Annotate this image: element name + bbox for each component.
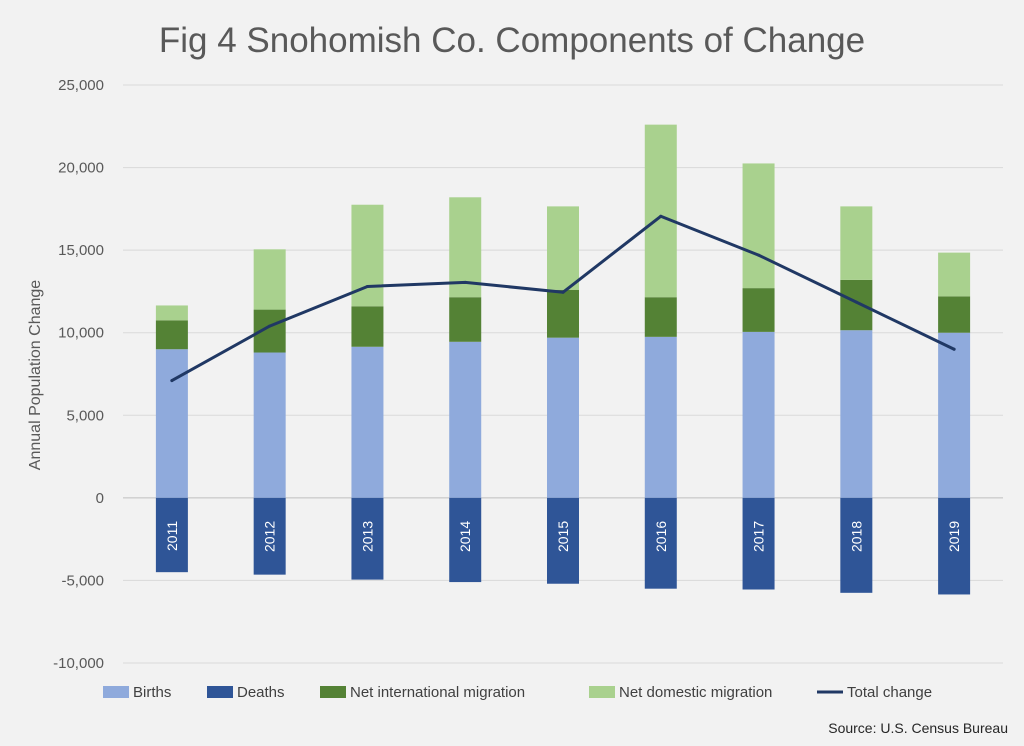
- point-total-change-2014: [463, 280, 467, 284]
- bar-births-2016: [644, 336, 677, 498]
- bar-net-domestic-migration-2018: [840, 206, 873, 280]
- category-label-2013: 2013: [359, 521, 375, 552]
- category-label-2014: 2014: [457, 521, 473, 552]
- bar-births-2015: [547, 337, 579, 498]
- point-total-change-2016: [659, 214, 663, 218]
- category-label-2017: 2017: [751, 521, 767, 552]
- bar-deaths-2015: [547, 497, 579, 584]
- category-label-2015: 2015: [555, 521, 571, 552]
- point-total-change-2015: [561, 290, 565, 294]
- point-total-change-2012: [268, 324, 272, 328]
- bar-net-international-migration-2013: [351, 306, 384, 347]
- y-tick-label: 20,000: [58, 160, 104, 177]
- y-tick-label: -5,000: [61, 572, 104, 589]
- bar-deaths-2017: [742, 497, 775, 590]
- bar-net-domestic-migration-2012: [253, 249, 286, 310]
- legend: Births Deaths Net international migration N…: [103, 684, 932, 701]
- point-total-change-2017: [757, 253, 761, 257]
- legend-item-deaths: Deaths: [207, 684, 285, 701]
- bar-births-2019: [938, 332, 971, 498]
- bar-net-international-migration-2014: [449, 297, 482, 342]
- y-tick-label: 0: [96, 490, 104, 507]
- legend-item-net-domestic-migration: Net domestic migration: [589, 684, 772, 701]
- bar-births-2014: [449, 341, 482, 498]
- legend-label: Deaths: [237, 684, 285, 701]
- legend-swatch: [320, 686, 346, 698]
- bar-births-2018: [840, 330, 873, 498]
- bars: [155, 124, 971, 595]
- bar-births-2012: [253, 352, 286, 498]
- point-total-change-2018: [854, 300, 858, 304]
- bar-deaths-2011: [155, 497, 188, 573]
- bar-deaths-2014: [449, 497, 482, 583]
- y-tick-label: 15,000: [58, 242, 104, 259]
- y-axis-title: Annual Population Change: [27, 280, 44, 470]
- legend-item-total-change: Total change: [817, 684, 932, 701]
- y-tick-label: 10,000: [58, 325, 104, 342]
- source-note: Source: U.S. Census Bureau: [828, 720, 1008, 736]
- legend-item-net-international-migration: Net international migration: [320, 684, 525, 701]
- bar-net-domestic-migration-2014: [449, 197, 482, 298]
- legend-item-births: Births: [103, 684, 171, 701]
- bar-net-international-migration-2019: [938, 296, 971, 333]
- bar-births-2013: [351, 346, 384, 498]
- legend-label: Net international migration: [350, 684, 525, 701]
- legend-swatch: [207, 686, 233, 698]
- legend-swatch: [589, 686, 615, 698]
- bar-net-international-migration-2015: [547, 289, 579, 338]
- y-tick-label: -10,000: [53, 655, 104, 672]
- bar-net-international-migration-2017: [742, 288, 775, 332]
- category-label-2011: 2011: [164, 521, 180, 551]
- total-change-line: [170, 214, 956, 383]
- category-labels: 2011 2012 2013 2014 2015 2016 2017 2018 2019: [164, 521, 962, 552]
- bar-net-international-migration-2011: [155, 320, 188, 350]
- category-label-2019: 2019: [946, 521, 962, 552]
- chart-title: Fig 4 Snohomish Co. Components of Change: [159, 21, 865, 60]
- point-total-change-2011: [170, 379, 174, 383]
- legend-swatch: [103, 686, 129, 698]
- bar-net-international-migration-2018: [840, 279, 873, 331]
- point-total-change-2019: [952, 347, 956, 351]
- bar-net-domestic-migration-2017: [742, 163, 775, 289]
- y-tick-label: 5,000: [66, 407, 104, 424]
- y-tick-label: 25,000: [58, 77, 104, 94]
- legend-label: Net domestic migration: [619, 684, 772, 701]
- bar-births-2017: [742, 331, 775, 498]
- point-total-change-2013: [365, 284, 369, 288]
- legend-label: Births: [133, 684, 171, 701]
- bar-births-2011: [155, 349, 188, 498]
- y-axis-ticks: 25,000 20,000 15,000 10,000 5,000 0 -5,000 -10,…: [53, 77, 104, 672]
- bar-deaths-2018: [840, 497, 873, 593]
- bar-net-domestic-migration-2015: [547, 206, 579, 290]
- category-label-2018: 2018: [848, 521, 864, 552]
- bar-net-domestic-migration-2016: [644, 124, 677, 298]
- legend-label: Total change: [847, 684, 932, 701]
- category-label-2012: 2012: [262, 521, 278, 552]
- bar-net-domestic-migration-2019: [938, 252, 971, 297]
- bar-deaths-2016: [644, 497, 677, 589]
- bar-net-international-migration-2016: [644, 297, 677, 337]
- category-label-2016: 2016: [653, 521, 669, 552]
- bar-deaths-2013: [351, 497, 384, 580]
- bar-net-domestic-migration-2011: [155, 305, 188, 321]
- bar-deaths-2019: [938, 497, 971, 595]
- bar-deaths-2012: [253, 497, 286, 575]
